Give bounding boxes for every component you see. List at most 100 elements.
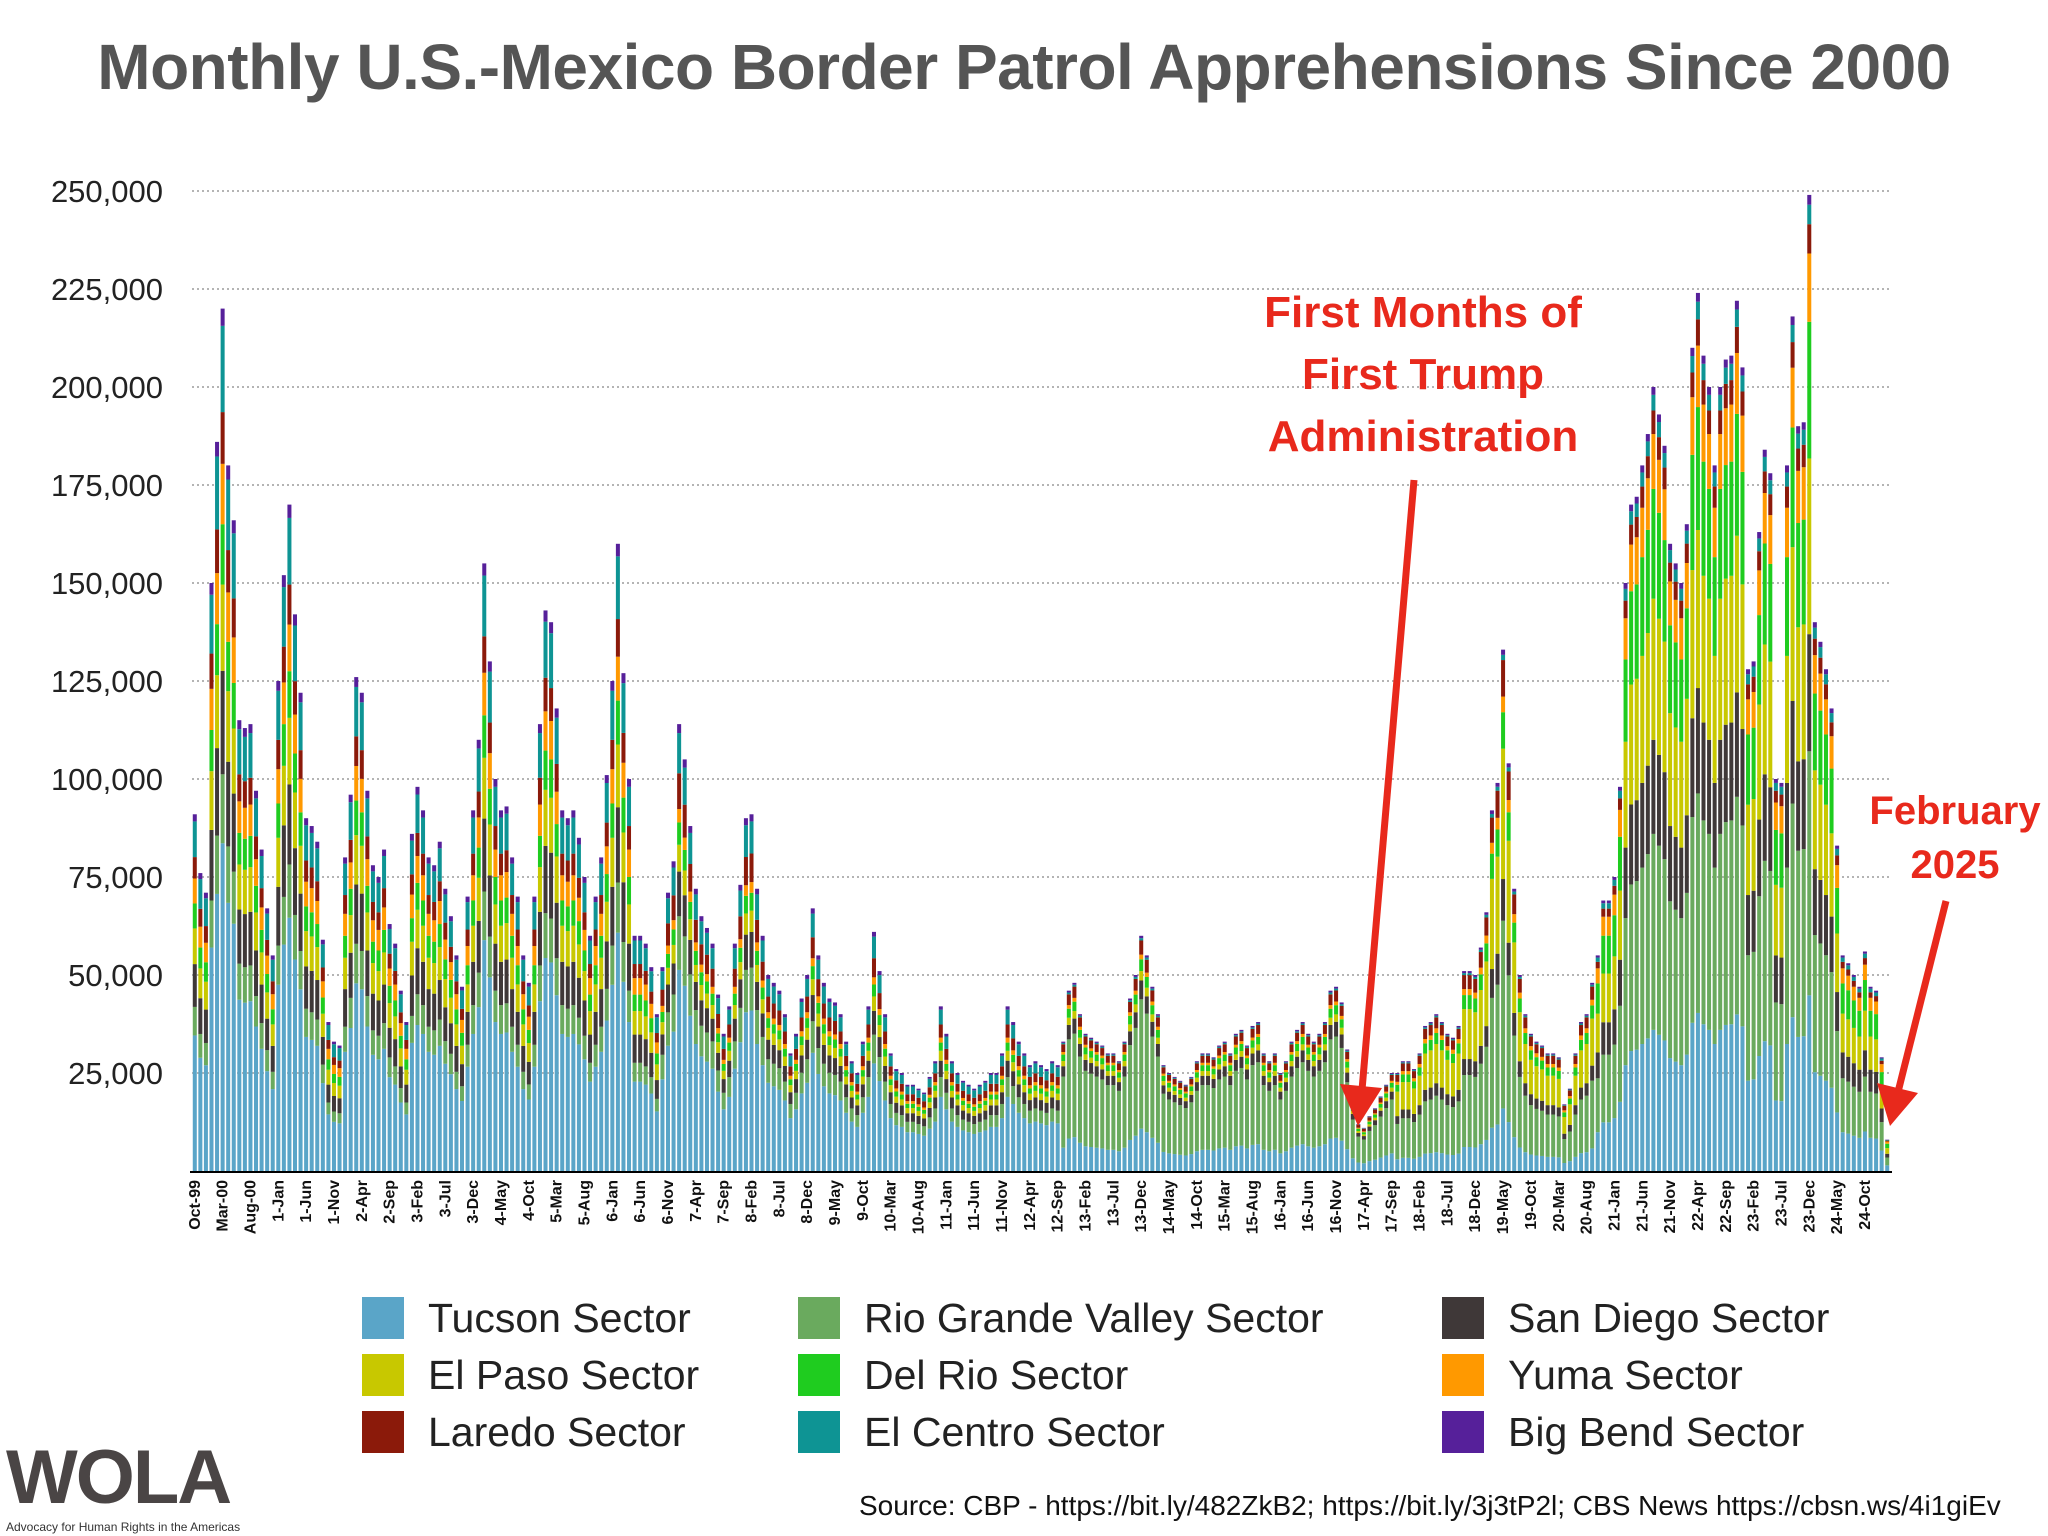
bar-segment-el-paso-sector <box>794 1070 799 1080</box>
bar-segment-del-rio-sector <box>1801 519 1806 625</box>
bar-segment-tucson-sector <box>1400 1157 1405 1171</box>
bar-segment-rio-grande-valley-sector <box>638 1062 643 1082</box>
bar-segment-big-bend-sector <box>582 877 587 883</box>
bar-segment-el-paso-sector <box>777 1039 782 1051</box>
bar-segment-tucson-sector <box>1462 1147 1467 1171</box>
bar-stack <box>498 810 503 1171</box>
bar-segment-tucson-sector <box>1862 1131 1867 1171</box>
bar-segment-el-centro-sector <box>788 1055 793 1067</box>
bar-segment-yuma-sector <box>348 862 353 889</box>
bar-segment-yuma-sector <box>799 1031 804 1037</box>
bar-segment-el-paso-sector <box>1016 1076 1021 1085</box>
x-tick-label: 13-Jul <box>1105 1180 1122 1226</box>
bar-segment-del-rio-sector <box>1840 983 1845 1014</box>
bar-segment-laredo-sector <box>1367 1117 1372 1121</box>
bar-segment-del-rio-sector <box>1211 1068 1216 1075</box>
bar-segment-tucson-sector <box>1016 1112 1021 1171</box>
bar-segment-rio-grande-valley-sector <box>1005 1077 1010 1097</box>
bar-segment-el-paso-sector <box>1679 741 1684 848</box>
bar-segment-el-centro-sector <box>1412 1070 1417 1072</box>
bar-segment-big-bend-sector <box>627 779 632 787</box>
bar-segment-laredo-sector <box>426 895 431 914</box>
bar-segment-del-rio-sector <box>1562 1112 1567 1118</box>
bar-segment-el-centro-sector <box>220 325 225 413</box>
bar-segment-del-rio-sector <box>1573 1067 1578 1076</box>
bar-segment-el-paso-sector <box>1601 973 1606 1023</box>
bar-segment-tucson-sector <box>654 1111 659 1171</box>
bar-segment-big-bend-sector <box>1328 990 1333 993</box>
bar-segment-laredo-sector <box>1501 660 1506 697</box>
bar-segment-del-rio-sector <box>1261 1065 1266 1072</box>
bar-segment-rio-grande-valley-sector <box>1111 1085 1116 1150</box>
bar-segment-laredo-sector <box>1506 771 1511 801</box>
bar-segment-el-centro-sector <box>1723 367 1728 384</box>
bar-segment-el-centro-sector <box>1528 1035 1533 1037</box>
bar-segment-rio-grande-valley-sector <box>1345 1082 1350 1150</box>
bar-segment-yuma-sector <box>510 913 515 936</box>
bar-segment-big-bend-sector <box>1712 465 1717 473</box>
bar-segment-el-centro-sector <box>699 921 704 945</box>
bar-segment-san-diego-sector <box>1133 1012 1138 1028</box>
bar-segment-san-diego-sector <box>415 948 420 995</box>
bar-segment-rio-grande-valley-sector <box>1484 1046 1489 1140</box>
bar-segment-san-diego-sector <box>231 793 236 872</box>
bar-segment-del-rio-sector <box>1523 1033 1528 1044</box>
bar-segment-san-diego-sector <box>1373 1120 1378 1126</box>
bar-segment-del-rio-sector <box>426 935 431 958</box>
bar-segment-el-centro-sector <box>732 948 737 969</box>
bar-segment-laredo-sector <box>1094 1044 1099 1052</box>
bar-segment-tucson-sector <box>1373 1159 1378 1171</box>
bar-segment-san-diego-sector <box>1634 800 1639 882</box>
bar-stack <box>1606 900 1611 1171</box>
bar-segment-el-centro-sector <box>1874 992 1879 997</box>
bar-segment-rio-grande-valley-sector <box>1000 1103 1005 1119</box>
legend-item: Del Rio Sector <box>798 1352 1128 1398</box>
bar-segment-yuma-sector <box>376 929 381 951</box>
bar-segment-del-rio-sector <box>254 885 259 913</box>
bar-segment-el-paso-sector <box>1773 884 1778 956</box>
bar-segment-el-paso-sector <box>1606 973 1611 1023</box>
bar-segment-big-bend-sector <box>1595 955 1600 958</box>
bar-segment-el-paso-sector <box>654 1064 659 1081</box>
bar-segment-el-paso-sector <box>287 717 292 785</box>
bar-stack <box>203 892 208 1171</box>
bar-segment-del-rio-sector <box>209 730 214 772</box>
bar-segment-san-diego-sector <box>270 1045 275 1072</box>
x-tick-label: 19-May <box>1495 1180 1512 1234</box>
bar-segment-el-paso-sector <box>309 936 314 971</box>
bar-segment-del-rio-sector <box>487 788 492 825</box>
bar-segment-big-bend-sector <box>1077 1014 1082 1016</box>
bar-segment-rio-grande-valley-sector <box>604 988 609 1021</box>
bar-segment-el-centro-sector <box>643 948 648 971</box>
bar-segment-el-centro-sector <box>1746 674 1751 685</box>
bar-stack <box>482 563 487 1171</box>
bar-segment-tucson-sector <box>270 1089 275 1171</box>
bar-stack <box>1523 1014 1528 1171</box>
bar-segment-el-paso-sector <box>448 997 453 1024</box>
bar-segment-yuma-sector <box>1244 1055 1249 1059</box>
bar-segment-laredo-sector <box>1879 1060 1884 1065</box>
bar-segment-laredo-sector <box>888 1066 893 1076</box>
bar-segment-el-centro-sector <box>1334 988 1339 991</box>
bar-segment-tucson-sector <box>1746 1080 1751 1171</box>
bar-stack <box>1361 1127 1366 1171</box>
bar-segment-tucson-sector <box>448 1074 453 1171</box>
bar-segment-laredo-sector <box>1551 1055 1556 1064</box>
bar-segment-san-diego-sector <box>1773 955 1778 1003</box>
bar-segment-del-rio-sector <box>1139 959 1144 972</box>
bar-segment-el-centro-sector <box>1439 1023 1444 1026</box>
legend-item: Rio Grande Valley Sector <box>798 1295 1324 1341</box>
bar-segment-yuma-sector <box>649 1003 654 1019</box>
bar-segment-el-paso-sector <box>398 1048 403 1067</box>
bar-stack <box>532 896 537 1171</box>
x-tick-label: 18-Feb <box>1412 1180 1429 1232</box>
bar-segment-rio-grande-valley-sector <box>833 1074 838 1096</box>
bar-stack <box>782 1014 787 1171</box>
bar-stack <box>1473 975 1478 1171</box>
bar-segment-laredo-sector <box>749 853 754 883</box>
bar-segment-tucson-sector <box>677 969 682 1171</box>
bar-segment-san-diego-sector <box>1723 724 1728 823</box>
bar-segment-rio-grande-valley-sector <box>426 1026 431 1052</box>
bar-stack <box>1278 1073 1283 1171</box>
bar-segment-yuma-sector <box>198 926 203 948</box>
